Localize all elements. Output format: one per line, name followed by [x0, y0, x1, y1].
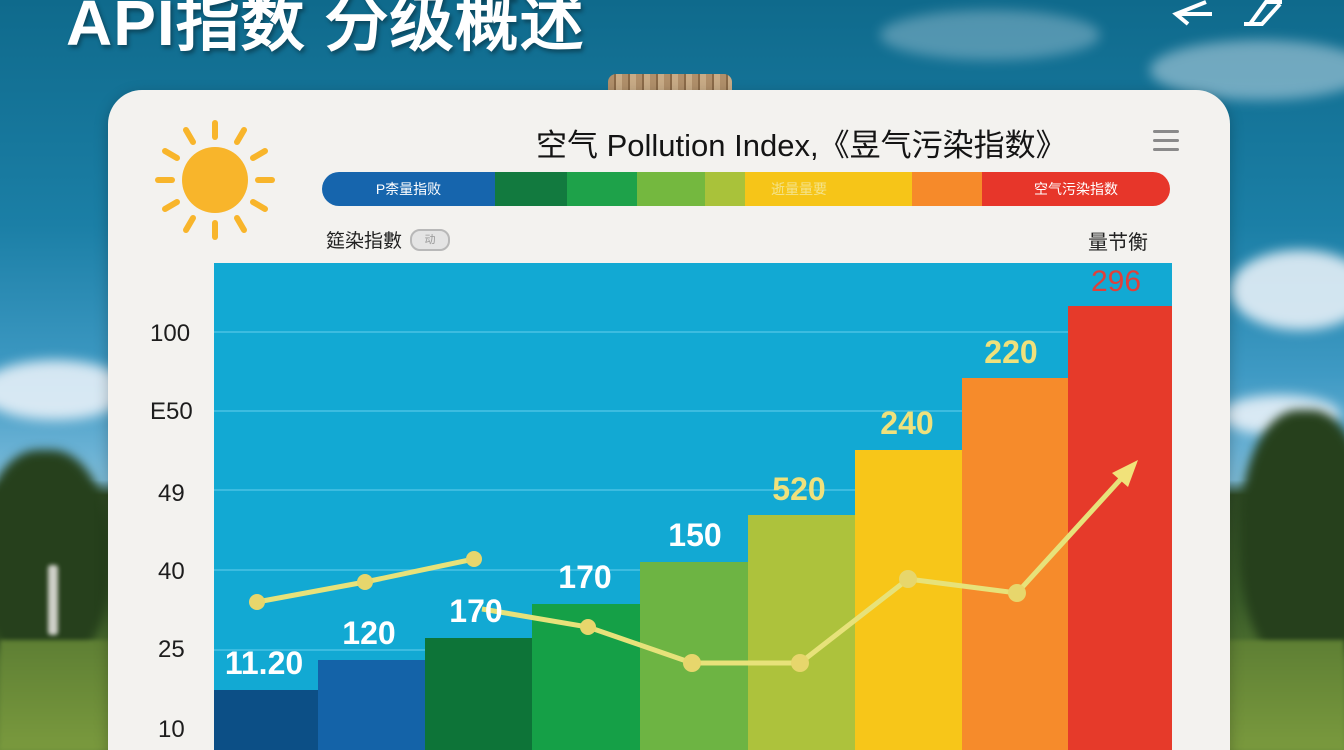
clipboard-clip [608, 74, 732, 94]
plot-area: 11.20 120 170 170 150 520 240 220 296 [214, 263, 1172, 750]
sun-icon [155, 120, 275, 240]
gridline [214, 489, 1172, 491]
y-axis-label: 筵染指數 动 [326, 226, 451, 253]
bar-value-label: 11.20 [224, 645, 304, 681]
aqi-scale-bar: P柰量指败 逝量量要 空气污染指数 [322, 172, 1170, 206]
unit-badge: 动 [410, 228, 451, 251]
bar-value-label: 240 [880, 405, 934, 441]
bar-2[interactable] [318, 660, 425, 750]
scale-segment: 逝量量要 [745, 172, 912, 206]
tree [1240, 410, 1344, 670]
arrow-left-icon[interactable] [1166, 0, 1214, 26]
scale-segment [567, 172, 637, 206]
right-label: 量节衡 [1088, 232, 1148, 254]
bar-1[interactable] [214, 690, 318, 750]
y-tick: 25 [158, 636, 185, 663]
gridline [214, 331, 1172, 333]
y-tick: 49 [158, 480, 185, 507]
scale-segment [495, 172, 567, 206]
y-tick: 100 [150, 320, 191, 347]
bar-value-label: 170 [449, 593, 503, 629]
y-tick: 40 [158, 558, 185, 585]
chart-title: 空气 Pollution Index,《昱气污染指数》 [536, 128, 1067, 163]
y-axis-label-text: 筵染指數 [326, 231, 403, 252]
hamburger-menu-icon[interactable] [1153, 130, 1179, 152]
bar-7[interactable] [855, 450, 962, 750]
scale-segment [705, 172, 745, 206]
y-tick: E50 [150, 398, 193, 425]
forward-icon[interactable] [1236, 0, 1284, 26]
bar-8[interactable] [962, 378, 1068, 750]
page-headline: API指数 分级概述 [66, 0, 585, 59]
bar-value-label: 220 [984, 334, 1038, 370]
trend-line [249, 460, 1138, 672]
scale-segment [637, 172, 705, 206]
scale-segment: 空气污染指数 [982, 172, 1170, 206]
bar-value-label: 150 [668, 517, 722, 553]
bar-3[interactable] [425, 638, 532, 750]
gridline [214, 410, 1172, 412]
scale-segment: P柰量指败 [322, 172, 495, 206]
scale-segment [912, 172, 982, 206]
bar-9[interactable] [1068, 306, 1172, 750]
tree [0, 450, 110, 670]
y-tick: 10 [158, 716, 185, 743]
bar-value-label: 296 [1090, 265, 1142, 298]
cloud [880, 10, 1100, 60]
bar-value-label: 520 [772, 471, 826, 507]
lamp-post [48, 565, 58, 635]
nav-arrows [1166, 0, 1284, 26]
bar-value-label: 120 [342, 615, 396, 651]
bar-value-label: 170 [558, 559, 612, 595]
cloud [1230, 250, 1344, 330]
